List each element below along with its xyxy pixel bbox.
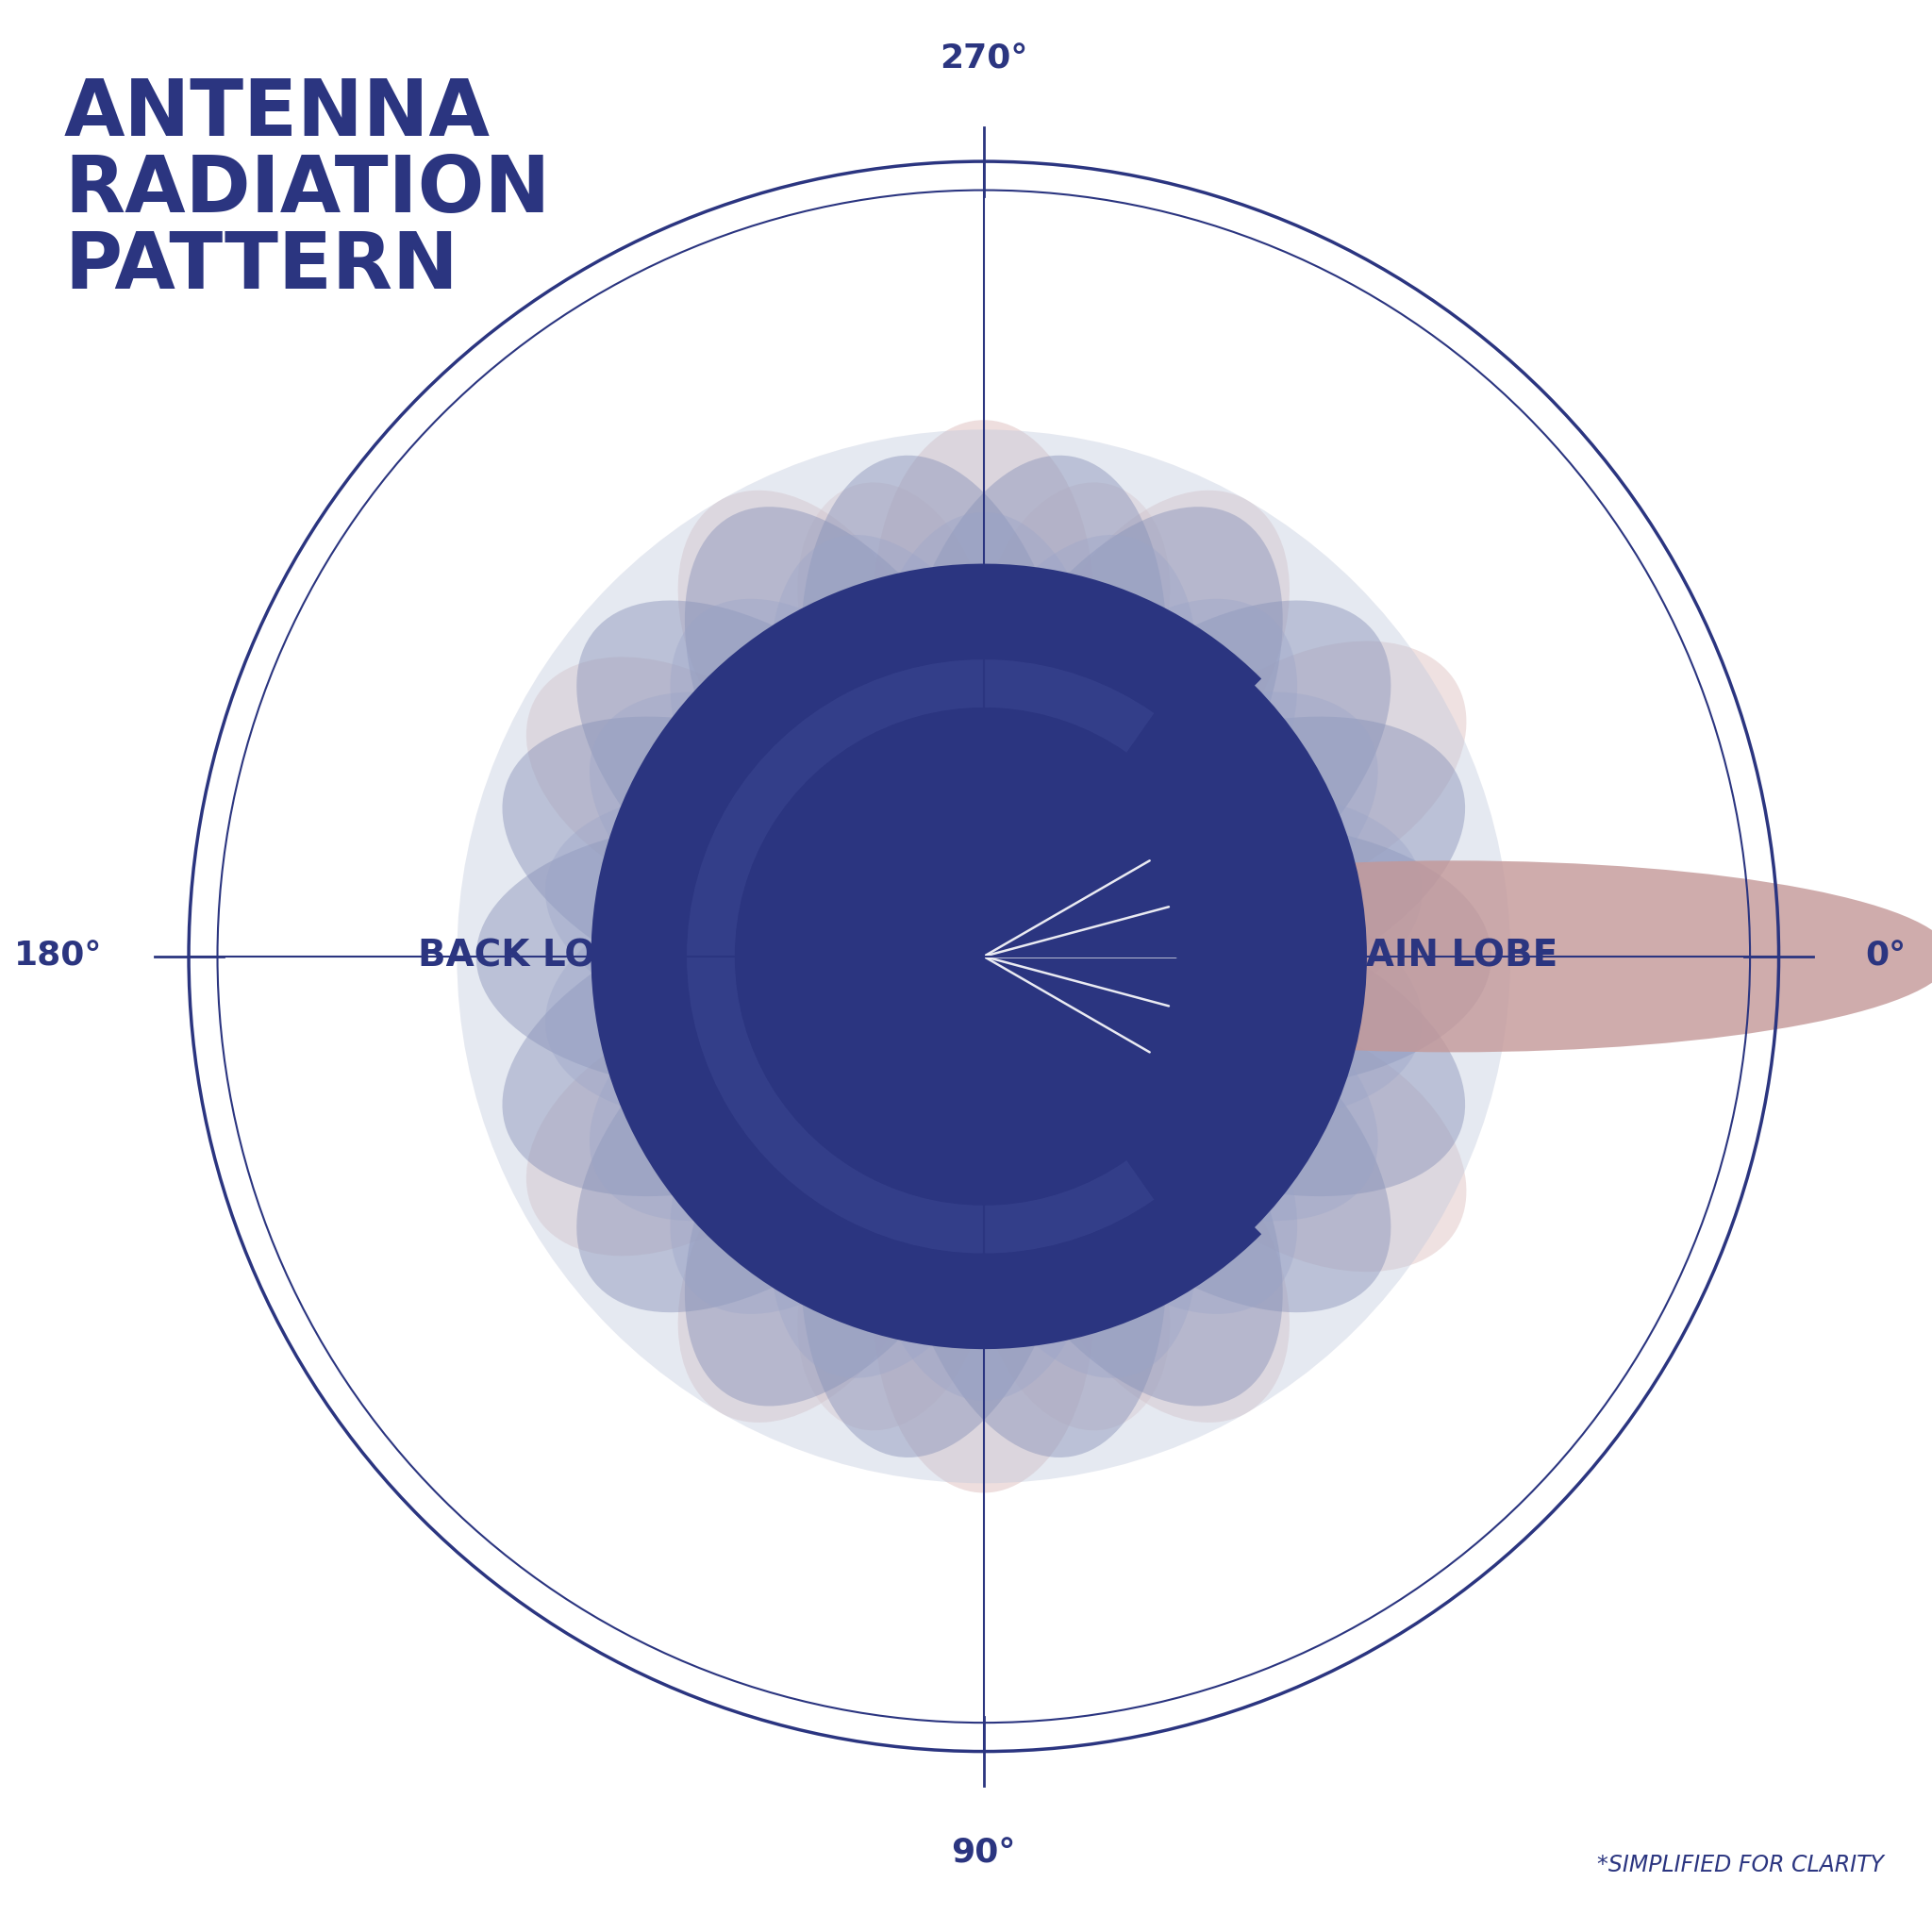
Ellipse shape <box>1032 491 1289 810</box>
Ellipse shape <box>889 954 1167 1457</box>
Wedge shape <box>591 564 1262 1349</box>
Ellipse shape <box>670 599 1003 964</box>
Circle shape <box>850 823 1119 1090</box>
Ellipse shape <box>798 1167 987 1430</box>
Ellipse shape <box>873 419 1094 784</box>
Ellipse shape <box>1032 1105 1289 1422</box>
Text: BACK LOBE: BACK LOBE <box>417 939 649 974</box>
Ellipse shape <box>954 860 1932 1053</box>
Ellipse shape <box>589 692 981 993</box>
Text: *SIMPLIFIED FOR CLARITY: *SIMPLIFIED FOR CLARITY <box>1598 1853 1884 1876</box>
Ellipse shape <box>678 1105 935 1422</box>
Ellipse shape <box>526 657 827 902</box>
Ellipse shape <box>678 491 935 810</box>
Text: 0°: 0° <box>1864 941 1905 972</box>
Ellipse shape <box>800 954 1078 1457</box>
Ellipse shape <box>964 599 1296 964</box>
Ellipse shape <box>981 1167 1171 1430</box>
Ellipse shape <box>995 792 1422 1041</box>
Ellipse shape <box>983 823 1492 1090</box>
Text: MAIN LOBE: MAIN LOBE <box>1329 939 1557 974</box>
Text: SIDE LOBES: SIDE LOBES <box>864 603 1105 639</box>
Ellipse shape <box>576 601 1003 985</box>
Circle shape <box>458 429 1511 1484</box>
Ellipse shape <box>684 506 1030 966</box>
Ellipse shape <box>545 792 972 1041</box>
Ellipse shape <box>526 1010 827 1256</box>
Wedge shape <box>686 659 1153 1254</box>
Ellipse shape <box>798 483 987 746</box>
Ellipse shape <box>771 535 1041 949</box>
Ellipse shape <box>889 456 1167 958</box>
Ellipse shape <box>502 717 987 1022</box>
Ellipse shape <box>1148 641 1466 898</box>
Ellipse shape <box>966 927 1391 1312</box>
Text: 270°: 270° <box>939 43 1028 75</box>
Ellipse shape <box>864 512 1105 943</box>
Circle shape <box>601 574 1366 1339</box>
Ellipse shape <box>864 970 1105 1401</box>
Ellipse shape <box>684 947 1030 1406</box>
Ellipse shape <box>800 456 1078 958</box>
Ellipse shape <box>981 483 1171 746</box>
Ellipse shape <box>985 692 1378 993</box>
Ellipse shape <box>670 949 1003 1314</box>
Ellipse shape <box>985 920 1378 1221</box>
Text: 90°: 90° <box>951 1837 1016 1870</box>
Ellipse shape <box>771 964 1041 1378</box>
Ellipse shape <box>939 947 1283 1406</box>
Text: SIDE LOBES: SIDE LOBES <box>864 1273 1105 1310</box>
Ellipse shape <box>589 920 981 1221</box>
Ellipse shape <box>980 891 1464 1196</box>
Ellipse shape <box>966 601 1391 985</box>
Ellipse shape <box>927 535 1198 949</box>
Ellipse shape <box>649 895 916 1018</box>
Ellipse shape <box>475 823 983 1090</box>
Ellipse shape <box>502 891 987 1196</box>
Ellipse shape <box>545 871 972 1121</box>
Ellipse shape <box>576 927 1003 1312</box>
Ellipse shape <box>873 1128 1094 1493</box>
Ellipse shape <box>939 506 1283 966</box>
Ellipse shape <box>1148 1014 1466 1271</box>
Ellipse shape <box>980 717 1464 1022</box>
Ellipse shape <box>964 949 1296 1314</box>
Ellipse shape <box>995 871 1422 1121</box>
Ellipse shape <box>927 964 1198 1378</box>
Text: ANTENNA
RADIATION
PATTERN: ANTENNA RADIATION PATTERN <box>64 75 551 305</box>
Text: 180°: 180° <box>14 941 102 972</box>
